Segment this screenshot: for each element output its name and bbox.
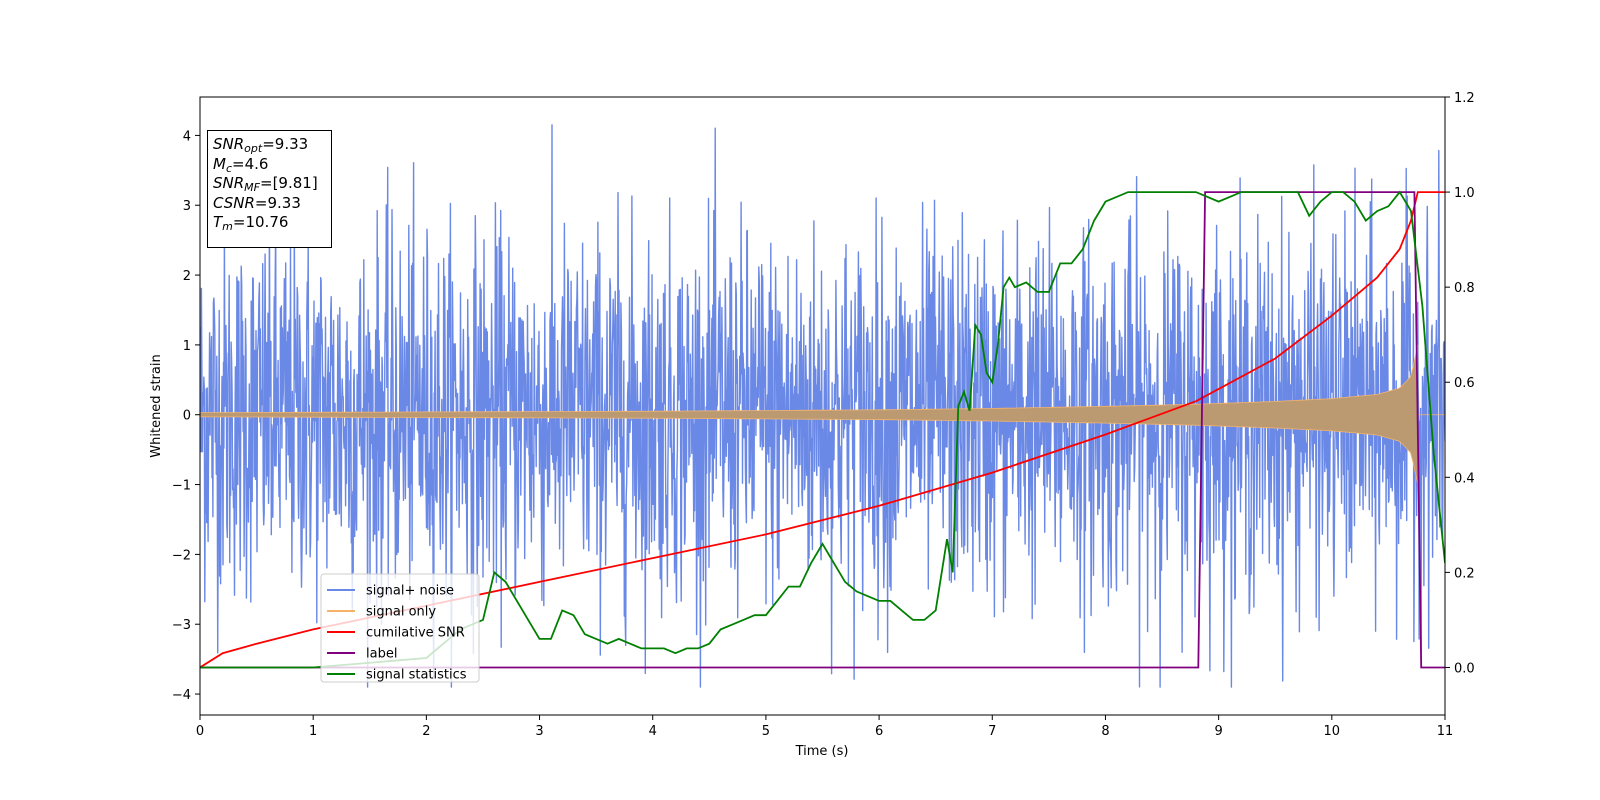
tm-text: Tm=10.76 xyxy=(213,213,289,233)
signal-noise-series xyxy=(200,124,1445,688)
y-tick-label: −3 xyxy=(172,618,191,633)
y-right-tick-label: 0.6 xyxy=(1454,376,1475,391)
legend-label: signal only xyxy=(366,605,436,620)
y-right-tick-label: 1.0 xyxy=(1454,186,1475,201)
snr-mf-text: SNRMF=[9.81] xyxy=(213,174,318,194)
y-right-tick-label: 0.8 xyxy=(1454,281,1475,296)
y-right-tick-label: 0.4 xyxy=(1454,471,1475,486)
legend-label: signal+ noise xyxy=(366,584,454,599)
signal-statistics-series xyxy=(200,190,1445,669)
legend-label: label xyxy=(366,647,397,662)
legend-box xyxy=(320,573,480,683)
x-tick-label: 10 xyxy=(1324,724,1341,739)
x-tick-label: 8 xyxy=(1101,724,1109,739)
y-right-tick-label: 0.0 xyxy=(1454,661,1475,676)
y-axis-left: −4 −3 −2 −1 0 1 2 3 4 xyxy=(172,129,200,703)
x-tick-label: 2 xyxy=(422,724,430,739)
x-tick-label: 5 xyxy=(762,724,770,739)
plot-frame xyxy=(199,96,1446,716)
info-box: SNRopt=9.33 Mc=4.6 SNRMF=[9.81] CSNR=9.3… xyxy=(207,130,332,248)
x-tick-label: 7 xyxy=(988,724,996,739)
x-tick-label: 3 xyxy=(535,724,543,739)
plot-area xyxy=(200,124,1445,688)
legend-label: cumilative SNR xyxy=(366,626,465,641)
x-tick-label: 6 xyxy=(875,724,883,739)
y-tick-label: −2 xyxy=(172,548,191,563)
label-series xyxy=(200,191,1445,669)
y-axis-right: 0.0 0.2 0.4 0.6 0.8 1.0 1.2 xyxy=(1445,91,1475,676)
x-tick-label: 0 xyxy=(196,724,204,739)
y-axis-label: Whitened strain xyxy=(149,354,164,457)
x-tick-label: 9 xyxy=(1214,724,1222,739)
x-tick-label: 1 xyxy=(309,724,317,739)
legend: signal+ noise signal only cumilative SNR la… xyxy=(320,573,480,683)
y-right-tick-label: 1.2 xyxy=(1454,91,1475,106)
y-tick-label: 2 xyxy=(183,269,191,284)
snr-opt-text: SNRopt=9.33 xyxy=(213,135,309,155)
y-tick-label: −4 xyxy=(172,688,191,703)
y-tick-label: 1 xyxy=(183,339,191,354)
cumulative-snr-series xyxy=(200,191,1445,669)
legend-label: signal statistics xyxy=(366,668,467,683)
x-axis-label: Time (s) xyxy=(795,744,849,759)
mc-text: Mc=4.6 xyxy=(213,154,269,175)
y-tick-label: −1 xyxy=(172,479,191,494)
x-axis: 0 1 2 3 4 5 6 7 8 9 10 11 xyxy=(196,715,1453,739)
y-right-tick-label: 0.2 xyxy=(1454,566,1475,581)
x-tick-label: 11 xyxy=(1437,724,1454,739)
x-tick-label: 4 xyxy=(649,724,657,739)
csnr-text: CSNR=9.33 xyxy=(213,193,301,212)
y-tick-label: 4 xyxy=(183,129,191,144)
y-tick-label: 3 xyxy=(183,199,191,214)
y-tick-label: 0 xyxy=(183,409,191,424)
